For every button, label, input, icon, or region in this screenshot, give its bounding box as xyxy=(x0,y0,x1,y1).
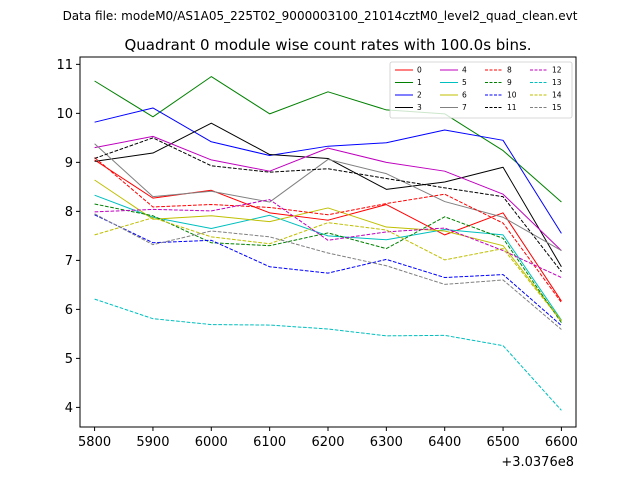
legend-label-0: 0 xyxy=(417,66,422,75)
series-line-13 xyxy=(94,298,562,411)
chart-suptitle: Data file: modeM0/AS1A05_225T02_90000031… xyxy=(63,9,578,23)
y-tick-label: 5 xyxy=(65,352,73,367)
legend-label-14: 14 xyxy=(552,91,562,100)
legend-box xyxy=(389,61,573,119)
legend-label-12: 12 xyxy=(552,66,562,75)
chart-title: Quadrant 0 module wise count rates with … xyxy=(124,36,531,54)
legend-label-3: 3 xyxy=(417,103,422,112)
series-line-4 xyxy=(94,135,562,251)
series-lines xyxy=(94,76,562,411)
x-tick-label: 6600 xyxy=(545,435,578,450)
x-offset-label: +3.0376e8 xyxy=(501,455,574,470)
series-line-15 xyxy=(94,213,562,330)
x-axis: 5800 5900 6000 6100 6200 6300 6400 6500 6600 xyxy=(78,427,578,450)
series-line-10 xyxy=(94,214,562,326)
y-tick-label: 4 xyxy=(65,401,73,416)
legend-label-10: 10 xyxy=(507,91,517,100)
x-tick-label: 5800 xyxy=(78,435,111,450)
x-tick-label: 6200 xyxy=(311,435,344,450)
legend-label-13: 13 xyxy=(552,78,562,87)
legend-label-2: 2 xyxy=(417,91,422,100)
plot-area: 5800 5900 6000 6100 6200 6300 6400 6500 6600 456… xyxy=(56,56,578,470)
legend-label-7: 7 xyxy=(462,103,467,112)
y-tick-label: 7 xyxy=(65,254,73,269)
series-line-7 xyxy=(94,143,562,252)
legend-label-9: 9 xyxy=(507,78,512,87)
series-line-6 xyxy=(94,179,562,321)
series-line-5 xyxy=(94,194,562,321)
legend-label-5: 5 xyxy=(462,78,467,87)
series-line-1 xyxy=(94,76,562,203)
x-tick-label: 6000 xyxy=(195,435,228,450)
legend-label-8: 8 xyxy=(507,66,512,75)
legend-label-11: 11 xyxy=(507,103,517,112)
x-tick-label: 5900 xyxy=(136,435,169,450)
x-tick-label: 6500 xyxy=(487,435,520,450)
legend-label-4: 4 xyxy=(462,66,467,75)
legend-label-15: 15 xyxy=(552,103,562,112)
y-axis: 4 5 6 7 8 9 10 11 xyxy=(56,58,80,416)
series-line-8 xyxy=(94,157,562,303)
x-tick-label: 6400 xyxy=(428,435,461,450)
series-line-12 xyxy=(94,199,562,278)
series-line-14 xyxy=(94,217,562,322)
y-tick-label: 6 xyxy=(65,303,73,318)
y-tick-label: 10 xyxy=(56,107,73,122)
y-tick-label: 8 xyxy=(65,205,73,220)
y-tick-label: 11 xyxy=(56,58,73,73)
y-tick-label: 9 xyxy=(65,156,73,171)
legend-label-1: 1 xyxy=(417,78,422,87)
series-line-3 xyxy=(94,122,562,268)
legend-label-6: 6 xyxy=(462,91,467,100)
series-line-0 xyxy=(94,159,562,302)
series-line-2 xyxy=(94,107,562,234)
series-line-9 xyxy=(94,203,562,323)
x-tick-label: 6100 xyxy=(253,435,286,450)
x-tick-label: 6300 xyxy=(370,435,403,450)
